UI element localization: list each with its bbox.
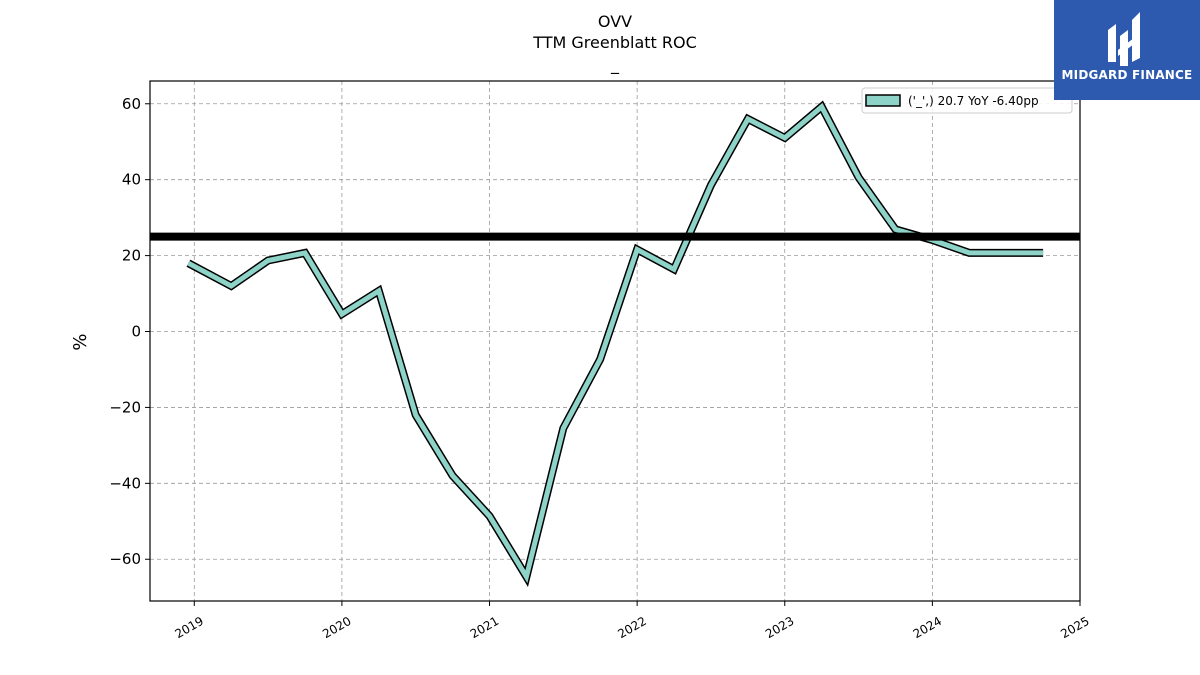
x-tick-label: 2020 bbox=[320, 614, 353, 641]
y-tick-label: 60 bbox=[122, 95, 141, 113]
y-tick-label: 0 bbox=[131, 323, 141, 341]
legend: ('_',) 20.7 YoY -6.40pp bbox=[861, 87, 1073, 114]
y-tick-label: 20 bbox=[122, 247, 141, 265]
x-tick-label: 2024 bbox=[911, 614, 944, 641]
y-tick-label: −40 bbox=[109, 474, 141, 492]
series-line bbox=[187, 102, 1044, 584]
y-tick-label: 40 bbox=[122, 171, 141, 189]
logo-text: MIDGARD FINANCE bbox=[1061, 68, 1193, 82]
midgard-finance-logo: MIDGARD FINANCE bbox=[1054, 0, 1200, 100]
chart-title: OVV bbox=[598, 12, 632, 31]
legend-swatch bbox=[865, 94, 901, 107]
chart-subtitle: TTM Greenblatt ROC bbox=[532, 33, 697, 52]
y-axis-label: % bbox=[70, 333, 91, 350]
x-tick-label: 2025 bbox=[1058, 614, 1091, 641]
y-tick-label: −60 bbox=[109, 550, 141, 568]
y-tick-label: −20 bbox=[109, 398, 141, 416]
y-axis-ticks: −60 −40 −20 0 20 40 60 bbox=[109, 95, 150, 568]
legend-box bbox=[861, 87, 1073, 114]
x-axis-ticks: 2019 2020 2021 2022 2023 2024 2025 bbox=[173, 601, 1092, 641]
series-line-outline bbox=[186, 100, 1044, 587]
x-tick-label: 2019 bbox=[173, 614, 206, 641]
midgard-logo-icon bbox=[1108, 12, 1140, 66]
plot-frame bbox=[149, 80, 1081, 602]
legend-label: ('_',) 20.7 YoY -6.40pp bbox=[908, 94, 1039, 108]
x-tick-label: 2021 bbox=[468, 614, 501, 641]
series-layer bbox=[186, 100, 1044, 587]
x-tick-label: 2023 bbox=[763, 614, 796, 641]
grid bbox=[150, 81, 1081, 601]
chart-subtitle-2: _ bbox=[610, 55, 620, 75]
x-tick-label: 2022 bbox=[615, 614, 648, 641]
